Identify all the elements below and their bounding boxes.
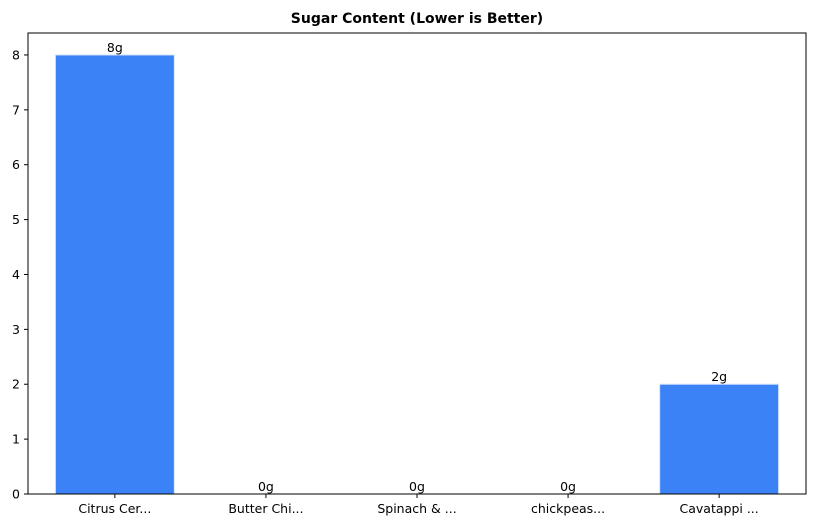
y-tick-label-2: 2 — [12, 377, 20, 392]
bar-4 — [660, 384, 779, 494]
y-axis: 0 1 2 3 4 5 6 7 8 — [12, 47, 28, 501]
x-tick-label-4: Cavatappi ... — [680, 501, 759, 516]
data-label-4: 2g — [711, 369, 727, 384]
x-tick-label-3: chickpeas... — [531, 501, 605, 516]
data-label-0: 8g — [107, 40, 123, 55]
x-tick-label-1: Butter Chi... — [228, 501, 303, 516]
y-tick-label-5: 5 — [12, 212, 20, 227]
data-label-1: 0g — [258, 479, 274, 494]
chart-title: Sugar Content (Lower is Better) — [291, 11, 543, 27]
data-label-2: 0g — [409, 479, 425, 494]
bar-0 — [55, 55, 174, 494]
bars-layer — [55, 55, 778, 494]
y-tick-label-8: 8 — [12, 47, 20, 62]
y-tick-label-3: 3 — [12, 322, 20, 337]
data-labels-layer: 8g 0g 0g 0g 2g — [107, 40, 727, 494]
x-tick-label-2: Spinach & ... — [377, 501, 456, 516]
y-tick-label-7: 7 — [12, 102, 20, 117]
y-tick-label-6: 6 — [12, 157, 20, 172]
x-axis: Citrus Cer... Butter Chi... Spinach & ... c… — [78, 494, 758, 516]
y-tick-label-0: 0 — [12, 487, 20, 502]
y-tick-label-1: 1 — [12, 432, 20, 447]
data-label-3: 0g — [560, 479, 576, 494]
x-tick-label-0: Citrus Cer... — [78, 501, 151, 516]
y-tick-label-4: 4 — [12, 267, 20, 282]
